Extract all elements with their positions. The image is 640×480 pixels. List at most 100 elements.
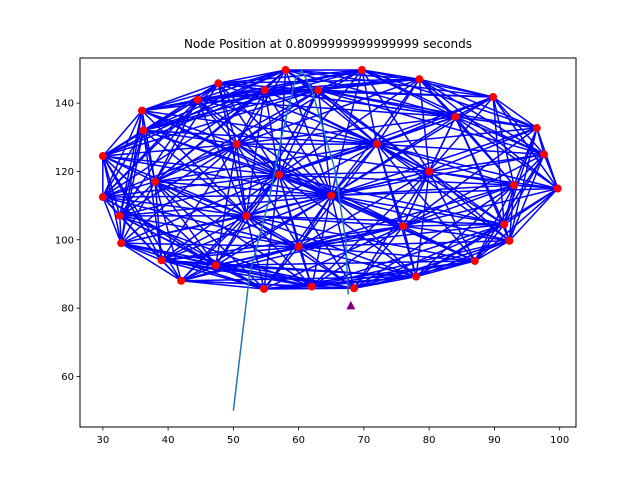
edge-line [215,143,238,266]
edge-line [119,174,280,217]
edge-line [508,154,545,242]
edge-line [102,196,299,248]
edge-line [331,184,515,197]
edge-line [415,260,476,278]
edge-line [318,89,537,129]
edge-line [236,89,319,145]
node-point [412,272,421,281]
edge-line [311,285,355,290]
edge-line [215,264,312,288]
edge-line [154,99,199,183]
edge-line [474,184,515,262]
target-marker [346,300,356,310]
edge-line [119,215,312,288]
edge-line [215,264,265,290]
x-tick-label: 80 [423,435,436,446]
edge-line [197,82,219,101]
edge-line [161,194,332,261]
edge-line [120,181,156,244]
edge-line [161,225,404,262]
edge-line [278,89,319,176]
edge-line [263,260,475,290]
edge-line [418,78,545,155]
edge-line [120,242,182,282]
edge-line [454,96,494,118]
edge-line [503,187,559,226]
node-point [98,193,107,202]
edge-line [492,96,515,186]
edge-line [264,69,363,91]
node-point [139,126,148,135]
edge-line [180,194,332,282]
edge-line [197,98,378,145]
node-point [260,86,269,95]
edge-line [330,194,417,278]
edge-line [376,143,417,277]
edge-line [297,246,313,287]
edge-line [492,96,505,225]
plot-area-frame [79,57,577,428]
edge-line [263,174,280,290]
node-point [532,124,541,133]
edge-line [245,90,266,216]
edge-line [474,223,505,262]
edge-line [236,78,420,145]
edge-line [298,223,505,248]
node-point [138,106,146,115]
edge-line [402,184,515,227]
edge-line [120,110,143,244]
edge-line [102,143,237,157]
edge-line [246,215,505,226]
edge-line [141,109,332,197]
x-tick-label: 100 [550,435,569,446]
edge-line [196,99,248,217]
edge-line [454,116,515,186]
node-point [553,184,562,193]
node-point [214,79,223,88]
edge-line [102,196,122,244]
x-axis: 30 40 50 60 70 80 90 100 [96,427,569,446]
node-point [357,65,366,74]
edge-line [102,89,265,157]
edge-line [310,195,332,287]
edge-line [429,170,558,190]
edge-line [376,78,420,145]
node-point [510,181,518,190]
edge-line [330,69,363,196]
edge-line [180,174,280,282]
x-tick-label: 60 [292,435,305,446]
edge-line [361,69,545,156]
nodes-layer [98,65,562,293]
edge-line [155,174,280,183]
node-point [242,211,251,220]
edge-line [143,129,377,145]
edge-line [331,187,558,197]
edge-line [330,195,355,289]
edge-line [297,194,332,248]
node-point [415,75,424,84]
node-point [372,140,381,149]
edge-line [317,90,333,196]
node-point [281,65,290,74]
edge-line [120,174,280,244]
x-tick-label: 40 [162,435,175,446]
node-point [327,191,336,200]
edge-line [318,89,494,98]
edge-line [278,174,355,289]
edge-line [428,171,476,262]
y-tick-label: 120 [55,167,74,178]
edge-line [245,174,280,217]
edge-line [317,69,363,91]
target-layer [346,300,356,310]
edge-line [154,180,299,248]
y-tick-label: 80 [61,304,74,315]
node-point [451,112,460,121]
edge-line [403,223,505,227]
edge-line [376,143,430,173]
edge-line [492,96,538,129]
node-point [157,256,166,265]
edge-line [318,78,420,91]
edge-line [245,215,313,288]
edge-line [415,171,430,277]
edge-line [428,96,494,172]
